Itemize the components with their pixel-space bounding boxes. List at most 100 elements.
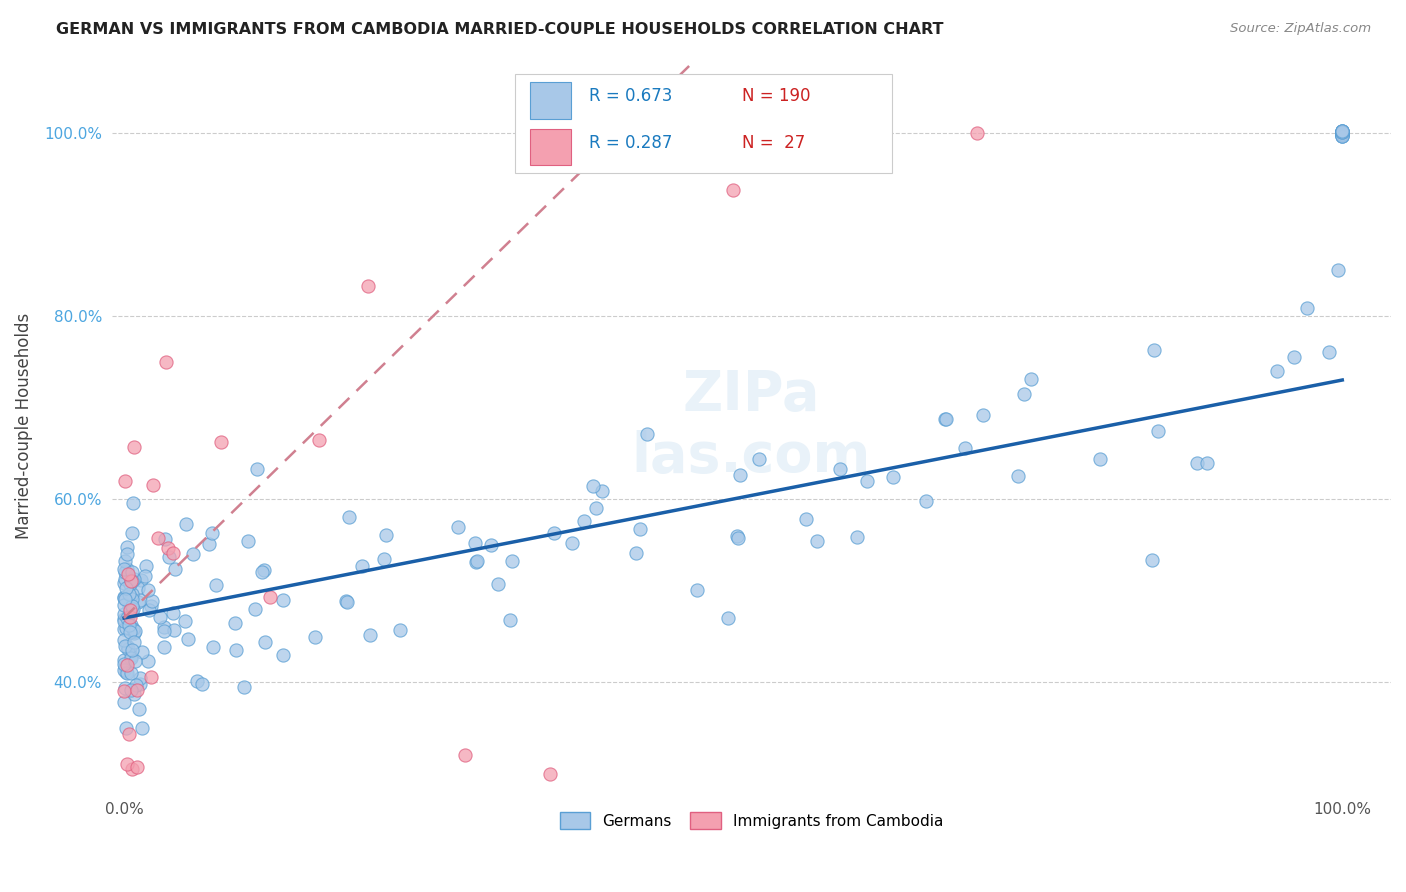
- Point: [152, 620, 174, 634]
- Point: [685, 583, 707, 598]
- Point: [114, 592, 136, 607]
- Point: [118, 587, 141, 601]
- Point: [149, 610, 172, 624]
- Point: [128, 702, 150, 716]
- Point: [501, 553, 523, 567]
- Point: [115, 639, 138, 653]
- Point: [806, 533, 828, 548]
- Point: [136, 654, 159, 668]
- Point: [465, 553, 488, 567]
- Point: [120, 603, 142, 617]
- Point: [127, 581, 149, 595]
- Point: [935, 412, 957, 426]
- Point: [1327, 263, 1350, 277]
- Point: [114, 581, 136, 595]
- Point: [1331, 129, 1354, 144]
- Point: [1331, 125, 1354, 139]
- Point: [131, 645, 153, 659]
- Point: [1331, 126, 1354, 140]
- Point: [335, 594, 357, 608]
- Point: [211, 434, 233, 449]
- Point: [121, 565, 143, 579]
- Point: [350, 559, 373, 574]
- Point: [117, 665, 139, 680]
- Point: [120, 648, 142, 663]
- Point: [574, 514, 596, 528]
- Point: [225, 643, 247, 657]
- Point: [125, 683, 148, 698]
- Point: [273, 593, 295, 607]
- Point: [1140, 553, 1163, 567]
- Point: [591, 483, 613, 498]
- Point: [121, 643, 143, 657]
- Point: [112, 695, 135, 709]
- Text: Source: ZipAtlas.com: Source: ZipAtlas.com: [1230, 22, 1371, 36]
- Legend: Germans, Immigrants from Cambodia: Germans, Immigrants from Cambodia: [554, 805, 949, 836]
- Text: R = 0.287: R = 0.287: [589, 135, 672, 153]
- Point: [846, 530, 869, 544]
- Point: [1331, 128, 1354, 142]
- Point: [122, 625, 145, 640]
- Point: [1331, 129, 1354, 144]
- Point: [794, 512, 817, 526]
- Point: [128, 592, 150, 607]
- Point: [1331, 127, 1354, 141]
- Point: [1146, 424, 1168, 438]
- Point: [121, 574, 143, 588]
- Point: [121, 587, 143, 601]
- Point: [115, 611, 138, 625]
- Point: [112, 657, 135, 671]
- Point: [1331, 126, 1354, 140]
- Point: [112, 575, 135, 590]
- Point: [120, 574, 142, 588]
- Point: [582, 479, 605, 493]
- Point: [122, 602, 145, 616]
- Point: [464, 536, 486, 550]
- FancyBboxPatch shape: [530, 82, 571, 119]
- Point: [1317, 345, 1340, 359]
- Point: [120, 618, 142, 632]
- Point: [157, 541, 180, 556]
- Text: ZIPa
las.com: ZIPa las.com: [631, 368, 872, 484]
- Point: [252, 563, 274, 577]
- Y-axis label: Married-couple Households: Married-couple Households: [15, 313, 32, 539]
- Point: [127, 595, 149, 609]
- Point: [120, 625, 142, 640]
- Point: [122, 573, 145, 587]
- Point: [356, 279, 378, 293]
- Point: [728, 468, 751, 483]
- Point: [205, 578, 228, 592]
- Point: [129, 573, 152, 587]
- Point: [138, 603, 160, 617]
- Point: [120, 651, 142, 665]
- Point: [882, 470, 904, 484]
- Point: [115, 757, 138, 772]
- Point: [236, 533, 259, 548]
- Point: [626, 546, 648, 560]
- Point: [308, 433, 330, 447]
- Point: [725, 528, 748, 542]
- Point: [486, 577, 509, 591]
- Point: [972, 409, 994, 423]
- Point: [129, 671, 152, 685]
- Point: [389, 624, 412, 638]
- Point: [112, 591, 135, 606]
- Point: [135, 559, 157, 574]
- Point: [1331, 126, 1354, 140]
- Text: R = 0.673: R = 0.673: [589, 87, 672, 105]
- Point: [114, 572, 136, 586]
- Point: [114, 639, 136, 653]
- Point: [273, 648, 295, 662]
- Point: [118, 609, 141, 624]
- Point: [155, 354, 177, 368]
- Point: [259, 590, 281, 604]
- Point: [336, 594, 359, 608]
- Point: [191, 676, 214, 690]
- Point: [232, 680, 254, 694]
- Point: [153, 640, 176, 654]
- Point: [141, 594, 163, 608]
- Point: [118, 618, 141, 632]
- Point: [115, 621, 138, 635]
- Point: [479, 538, 502, 552]
- Point: [117, 641, 139, 656]
